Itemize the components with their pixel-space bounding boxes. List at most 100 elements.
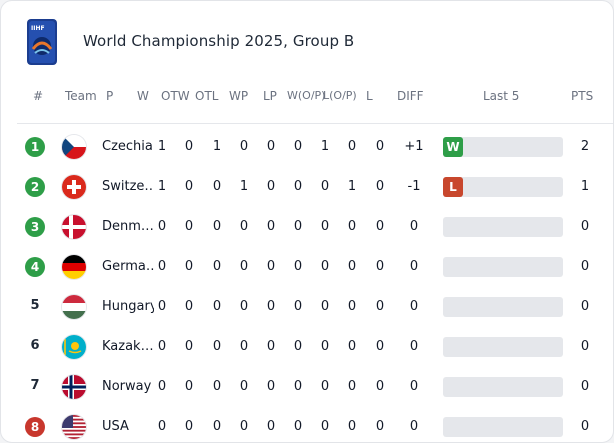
table-row-5[interactable]: 5 Hungary 0 0 0 0 0 0 0 0 0 0 0	[1, 287, 613, 327]
cell-losses: 0	[375, 139, 385, 154]
cell-pts: 0	[580, 299, 590, 314]
cell-lp: 0	[293, 419, 303, 434]
team-name[interactable]: Hungary	[102, 299, 154, 314]
cell-otw: 0	[212, 379, 222, 394]
cell-lop: 0	[347, 339, 357, 354]
cell-wop: 0	[320, 179, 330, 194]
cell-otw: 0	[212, 299, 222, 314]
team-name[interactable]: Czechia	[102, 139, 153, 154]
header-rank: #	[33, 89, 44, 103]
cell-lop: 1	[347, 179, 357, 194]
cell-otw: 0	[212, 339, 222, 354]
header-otl: OTL	[195, 89, 219, 103]
cell-wins: 0	[184, 179, 194, 194]
kazakhstan-flag-icon	[62, 335, 86, 359]
cell-wp: 0	[266, 219, 276, 234]
table-row-7[interactable]: 7 Norway 0 0 0 0 0 0 0 0 0 0 0	[1, 367, 613, 407]
cell-otw: 1	[212, 139, 222, 154]
cell-wins: 0	[184, 339, 194, 354]
cell-losses: 0	[375, 419, 385, 434]
header-last5: Last 5	[483, 89, 520, 103]
cell-wp: 0	[266, 139, 276, 154]
cell-wop: 0	[320, 299, 330, 314]
rank-badge: 6	[30, 338, 40, 353]
team-name[interactable]: Denm…	[102, 219, 154, 234]
last5-bar	[443, 377, 563, 397]
logo-text: IIHF	[31, 25, 45, 32]
header-otw: OTW	[161, 89, 190, 103]
cell-wop: 1	[320, 139, 330, 154]
team-name[interactable]: Kazak…	[102, 339, 154, 354]
header-played: P	[106, 89, 114, 103]
table-row-6[interactable]: 6 Kazak… 0 0 0 0 0 0 0 0 0 0 0	[1, 327, 613, 367]
cell-lp: 0	[293, 379, 303, 394]
cell-diff: +1	[404, 139, 424, 154]
rank-badge: 5	[30, 298, 40, 313]
rank-badge: 7	[30, 378, 40, 393]
cell-lp: 0	[293, 219, 303, 234]
header-pts: PTS	[571, 89, 594, 103]
result-badge: L	[443, 177, 463, 197]
cell-wop: 0	[320, 259, 330, 274]
header-divider	[17, 123, 613, 124]
rank-badge: 2	[25, 177, 45, 197]
cell-diff: -1	[407, 179, 421, 194]
table-row-1[interactable]: 1 Czechia 1 0 1 0 0 0 1 0 0 +1 W 2	[1, 127, 613, 167]
team-name[interactable]: USA	[102, 419, 129, 434]
last5-bar	[443, 297, 563, 317]
team-name[interactable]: Switze…	[102, 179, 154, 194]
cell-otl: 0	[239, 339, 249, 354]
cell-pts: 0	[580, 419, 590, 434]
cell-lp: 0	[293, 139, 303, 154]
table-row-4[interactable]: 4 Germa… 0 0 0 0 0 0 0 0 0 0 0	[1, 247, 613, 287]
team-name[interactable]: Germa…	[102, 259, 154, 274]
cell-diff: 0	[409, 339, 419, 354]
cell-otl: 0	[239, 139, 249, 154]
cell-lop: 0	[347, 299, 357, 314]
cell-otl: 0	[239, 379, 249, 394]
cell-wp: 0	[266, 419, 276, 434]
cell-wins: 0	[184, 419, 194, 434]
last5-bar	[443, 417, 563, 437]
team-name[interactable]: Norway	[102, 379, 152, 394]
rank-badge: 4	[25, 257, 45, 277]
cell-lp: 0	[293, 259, 303, 274]
cell-played: 1	[157, 179, 167, 194]
cell-wop: 0	[320, 379, 330, 394]
cell-wp: 0	[266, 259, 276, 274]
cell-played: 0	[157, 259, 167, 274]
cell-wp: 0	[266, 339, 276, 354]
cell-wp: 0	[266, 299, 276, 314]
cell-played: 0	[157, 299, 167, 314]
cell-losses: 0	[375, 339, 385, 354]
cell-pts: 0	[580, 259, 590, 274]
table-row-3[interactable]: 3 Denm… 0 0 0 0 0 0 0 0 0 0 0	[1, 207, 613, 247]
last5-bar	[443, 217, 563, 237]
cell-wins: 0	[184, 139, 194, 154]
cell-diff: 0	[409, 379, 419, 394]
cell-pts: 2	[580, 139, 590, 154]
page-title: World Championship 2025, Group B	[83, 32, 355, 50]
cell-otl: 0	[239, 219, 249, 234]
cell-lp: 0	[293, 179, 303, 194]
hungary-flag-icon	[62, 295, 86, 319]
cell-pts: 0	[580, 379, 590, 394]
cell-wop: 0	[320, 419, 330, 434]
cell-wop: 0	[320, 339, 330, 354]
table-row-8[interactable]: 8 USA 0 0 0 0 0 0 0 0 0 0 0	[1, 407, 613, 442]
cell-wp: 0	[266, 379, 276, 394]
header-lp: LP	[263, 89, 277, 103]
cell-played: 0	[157, 339, 167, 354]
denmark-flag-icon	[62, 215, 86, 239]
cell-otw: 0	[212, 259, 222, 274]
cell-losses: 0	[375, 219, 385, 234]
cell-wp: 0	[266, 179, 276, 194]
cell-lp: 0	[293, 299, 303, 314]
table-row-2[interactable]: 2 Switze… 1 0 0 1 0 0 0 1 0 -1 L 1	[1, 167, 613, 207]
rank-badge: 8	[25, 417, 45, 437]
cell-otw: 0	[212, 219, 222, 234]
rank-badge: 3	[25, 217, 45, 237]
cell-losses: 0	[375, 259, 385, 274]
last5-bar	[443, 337, 563, 357]
cell-otw: 0	[212, 419, 222, 434]
